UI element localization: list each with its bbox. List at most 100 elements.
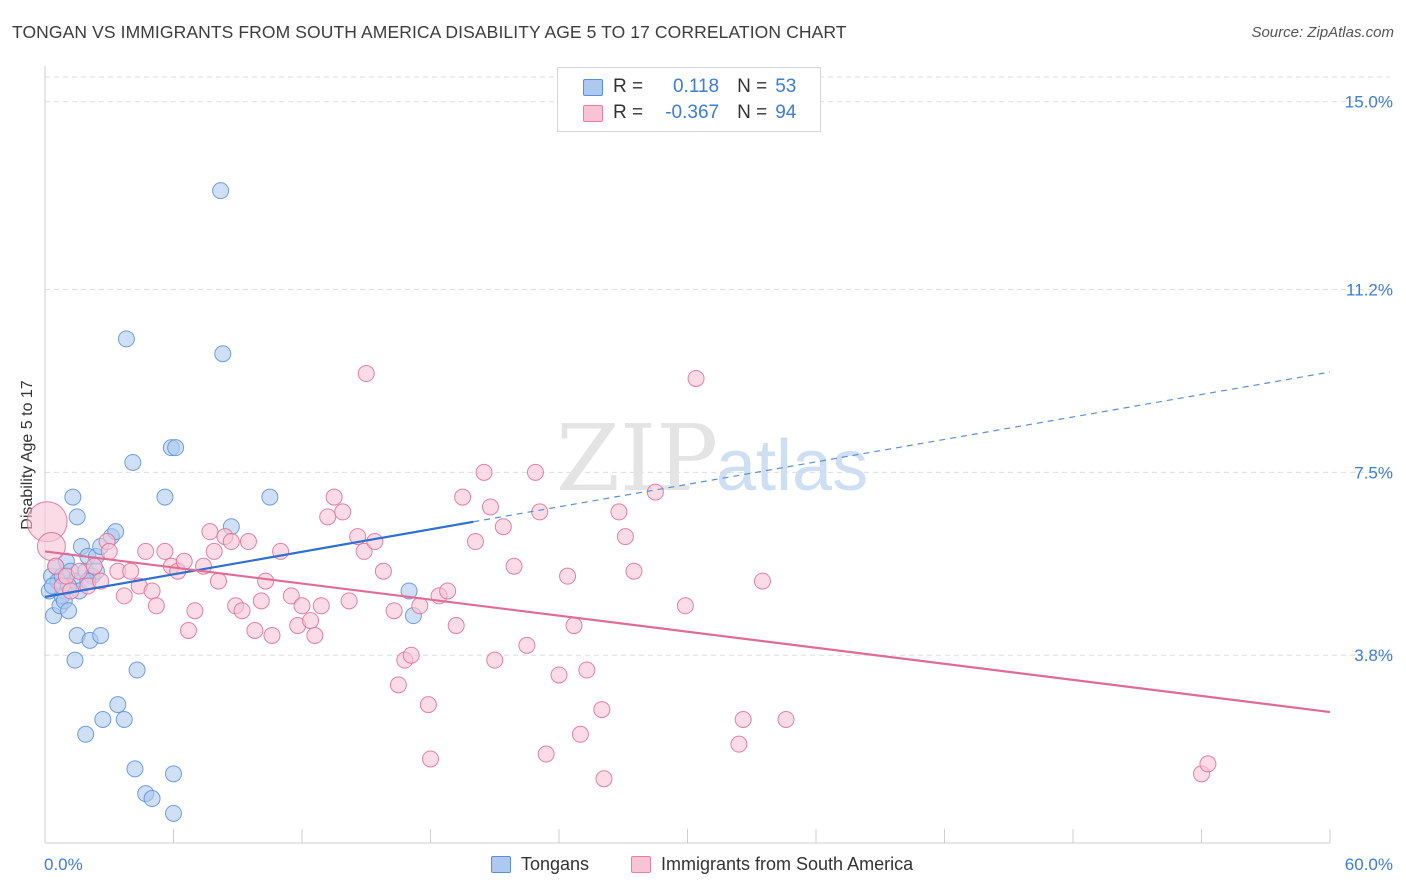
legend-n-value: 94 xyxy=(775,102,797,123)
y-tick-label: 7.5% xyxy=(1354,463,1393,482)
data-point xyxy=(366,533,384,551)
data-point xyxy=(616,528,634,546)
data-point xyxy=(60,602,78,620)
data-point xyxy=(454,488,472,506)
data-point xyxy=(411,597,429,615)
legend-row-tongans: R = 0.118 N = 53 xyxy=(583,74,796,100)
data-point xyxy=(355,542,373,560)
data-point xyxy=(115,587,133,605)
legend-r-value: 0.118 xyxy=(672,76,720,97)
data-point xyxy=(115,710,133,728)
data-point xyxy=(186,602,204,620)
data-point xyxy=(179,621,197,639)
y-tick-label: 15.0% xyxy=(1345,93,1393,112)
data-point xyxy=(475,463,493,481)
data-point xyxy=(357,365,375,383)
bottom-legend-label-immigrants: Immigrants from South America xyxy=(661,853,914,874)
data-point xyxy=(143,582,161,600)
legend-r-label: R = xyxy=(613,102,644,123)
data-point xyxy=(319,508,337,526)
trendline-tongans xyxy=(44,520,474,598)
data-point xyxy=(518,636,536,654)
data-point xyxy=(201,523,219,541)
data-point xyxy=(209,572,227,590)
data-point xyxy=(36,531,66,561)
data-point xyxy=(481,498,499,516)
data-point xyxy=(595,770,613,788)
data-point xyxy=(578,661,596,679)
data-point xyxy=(246,621,264,639)
data-point xyxy=(340,592,358,610)
data-point xyxy=(70,562,88,580)
data-point xyxy=(402,646,420,664)
data-point xyxy=(167,439,185,457)
data-point xyxy=(252,592,270,610)
data-point xyxy=(263,626,281,644)
data-point xyxy=(64,488,82,506)
legend-r-label: R = xyxy=(613,76,644,97)
data-point xyxy=(419,696,437,714)
data-point xyxy=(109,696,127,714)
data-point xyxy=(175,552,193,570)
data-point xyxy=(531,503,549,521)
bottom-swatch-tongans xyxy=(491,855,511,873)
bottom-legend-label-tongans: Tongans xyxy=(521,853,590,874)
data-point xyxy=(124,453,142,471)
data-point xyxy=(625,562,643,580)
data-point xyxy=(537,745,555,763)
data-point xyxy=(261,488,279,506)
data-point xyxy=(687,369,705,387)
y-tick-label: 3.8% xyxy=(1354,646,1393,665)
data-point xyxy=(593,701,611,719)
data-point xyxy=(68,508,86,526)
bottom-legend-tongans: Tongans xyxy=(491,852,589,876)
data-point xyxy=(126,760,144,778)
data-point xyxy=(92,572,110,590)
legend-row-immigrants: R = -0.367 N = 94 xyxy=(583,100,796,126)
data-point xyxy=(447,617,465,635)
trendline-tongans-extension xyxy=(473,371,1331,523)
data-point xyxy=(734,710,752,728)
watermark-zip: ZIP xyxy=(556,405,718,512)
data-point xyxy=(610,503,628,521)
data-point xyxy=(293,597,311,615)
bottom-legend-immigrants: Immigrants from South America xyxy=(631,852,913,876)
data-point xyxy=(676,597,694,615)
data-point xyxy=(559,567,577,585)
data-point xyxy=(422,750,439,768)
data-point xyxy=(137,542,155,560)
data-point xyxy=(466,533,484,551)
data-point xyxy=(47,557,65,575)
data-point xyxy=(128,661,146,679)
data-point xyxy=(494,518,512,536)
data-point xyxy=(222,533,240,551)
data-point xyxy=(374,562,392,580)
data-point xyxy=(77,725,95,743)
chart-source: Source: ZipAtlas.com xyxy=(1251,24,1394,41)
data-point xyxy=(312,597,330,615)
data-point xyxy=(571,725,589,743)
x-tick-label-min: 0.0% xyxy=(44,855,83,874)
data-point xyxy=(94,710,112,728)
legend-n-label: N = xyxy=(737,102,768,123)
data-point xyxy=(117,330,135,348)
data-point xyxy=(334,503,352,521)
legend-n-label: N = xyxy=(737,76,768,97)
data-point xyxy=(156,542,174,560)
data-point xyxy=(257,572,275,590)
data-point xyxy=(565,617,583,635)
data-point xyxy=(100,542,118,560)
bottom-swatch-immigrants xyxy=(631,855,651,873)
data-point xyxy=(753,572,771,590)
data-point xyxy=(233,602,251,620)
legend-n-value: 53 xyxy=(775,76,797,97)
legend-swatch-immigrants xyxy=(583,104,603,122)
data-point xyxy=(147,597,165,615)
trendline-immigrants xyxy=(44,550,1331,714)
data-point xyxy=(66,651,84,669)
data-point xyxy=(389,676,407,694)
data-point xyxy=(214,345,232,363)
data-point xyxy=(1199,755,1217,773)
data-point xyxy=(212,182,230,200)
